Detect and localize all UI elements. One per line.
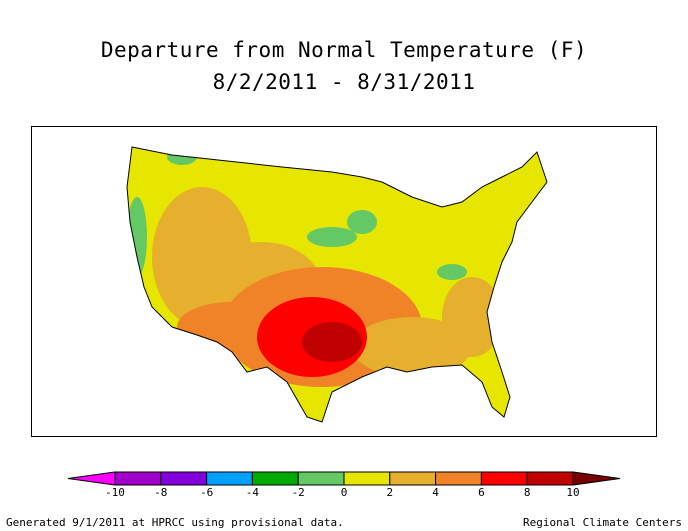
color-legend bbox=[67, 471, 621, 486]
legend-swatch bbox=[297, 471, 345, 486]
legend-swatch bbox=[480, 471, 528, 486]
footer-generated: Generated 9/1/2011 at HPRCC using provis… bbox=[6, 516, 344, 529]
legend-tick-label: 0 bbox=[340, 486, 348, 499]
legend-tick-label: -2 bbox=[291, 486, 305, 499]
legend-swatch bbox=[343, 471, 391, 486]
title-line-2: 8/2/2011 - 8/31/2011 bbox=[212, 70, 476, 94]
legend-swatch bbox=[251, 471, 299, 486]
footer-credit: Regional Climate Centers bbox=[523, 516, 682, 529]
legend-tick-label: 6 bbox=[478, 486, 485, 499]
legend-tick-label: -10 bbox=[105, 486, 125, 499]
temperature-departure-map bbox=[31, 126, 657, 437]
legend-swatch bbox=[389, 471, 437, 486]
title-line-1: Departure from Normal Temperature (F) bbox=[100, 38, 588, 62]
legend-swatch bbox=[160, 471, 208, 486]
legend-swatch bbox=[114, 471, 162, 486]
map-fill bbox=[127, 147, 547, 422]
legend-swatch bbox=[435, 471, 482, 486]
legend-tick-label: 8 bbox=[523, 486, 531, 499]
legend-tick-label: -6 bbox=[199, 486, 214, 499]
legend-swatch bbox=[526, 471, 574, 486]
legend-tick-label: -8 bbox=[154, 486, 168, 499]
legend-tick-label: 4 bbox=[432, 486, 439, 499]
legend-tick-label: 2 bbox=[386, 486, 394, 499]
legend-below-triangle bbox=[67, 471, 116, 486]
legend-swatch bbox=[206, 471, 253, 486]
legend-tick-label: -4 bbox=[245, 486, 260, 499]
legend-above-triangle bbox=[572, 471, 621, 486]
legend-tick-label: 10 bbox=[566, 486, 580, 499]
us-outline bbox=[126, 146, 548, 423]
